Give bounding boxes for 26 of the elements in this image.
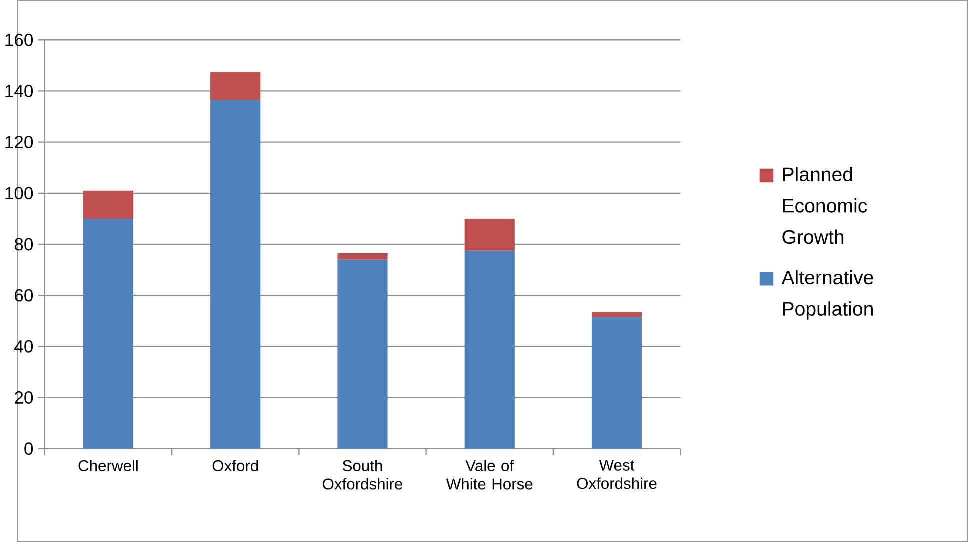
y-tick-label: 120 — [6, 136, 34, 149]
x-tick-label: Oxford — [212, 460, 258, 472]
x-tick-label: West Oxfordshire — [577, 460, 657, 490]
y-tick-label: 40 — [14, 340, 34, 353]
bar — [338, 253, 388, 260]
bar — [210, 72, 261, 100]
legend-label: Alternative Population — [782, 270, 874, 320]
bar — [338, 260, 388, 449]
y-tick-label: 80 — [14, 238, 34, 251]
y-tick-label: 160 — [6, 34, 34, 46]
y-tick-label: 20 — [15, 392, 34, 404]
x-tick-label: Cherwell — [78, 460, 138, 472]
bar — [464, 250, 515, 449]
y-tick-label: 60 — [15, 289, 34, 302]
x-tick-label: South Oxfordshire — [323, 460, 402, 490]
bar — [83, 218, 134, 449]
bar — [210, 100, 261, 449]
y-tick-label: 100 — [6, 187, 34, 200]
bar — [592, 312, 642, 318]
x-tick-label: Vale of White Horse — [446, 460, 533, 490]
y-tick-label: 0 — [24, 442, 34, 456]
bar — [83, 190, 134, 219]
bar — [464, 218, 515, 251]
bar — [592, 317, 642, 449]
legend-label: Planned Economic Growth — [782, 167, 868, 244]
y-tick-label: 140 — [6, 84, 34, 98]
